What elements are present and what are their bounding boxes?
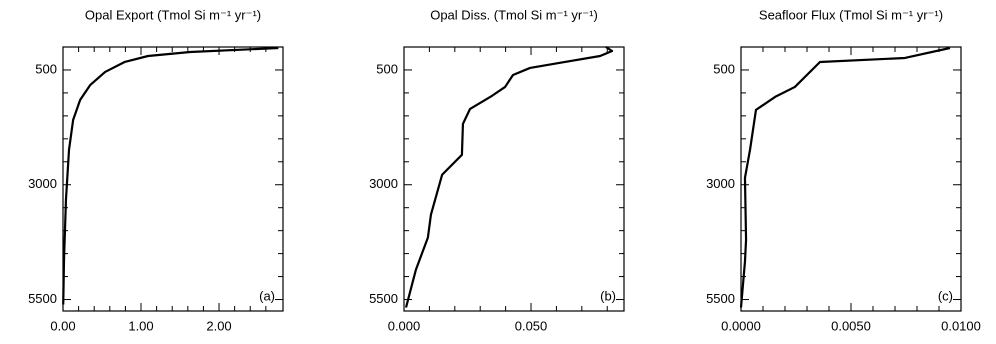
plot-frame	[403, 46, 625, 312]
x-tick-label: 2.00	[206, 318, 231, 333]
panel-title: Opal Diss. (Tmol Si m⁻¹ yr⁻¹)	[430, 7, 598, 22]
y-tick-label: 3000	[706, 176, 735, 191]
profile-line	[739, 46, 951, 308]
x-tick-label: 0.050	[515, 318, 548, 333]
profile-line	[404, 46, 614, 308]
x-tick-label: 0.000	[388, 318, 421, 333]
panel-label: (a)	[259, 288, 275, 303]
panel-title: Opal Export (Tmol Si m⁻¹ yr⁻¹)	[85, 7, 261, 22]
y-tick-label: 3000	[369, 176, 398, 191]
profile-line	[62, 46, 279, 305]
y-tick-label: 3000	[28, 176, 57, 191]
panel-label: (c)	[938, 288, 953, 303]
y-tick-label: 500	[713, 61, 735, 76]
y-tick-label: 5500	[28, 291, 57, 306]
plot-frame	[62, 46, 284, 312]
y-tick-label: 500	[376, 61, 398, 76]
x-tick-label: 0.0100	[941, 318, 981, 333]
plot-frame	[740, 46, 962, 312]
panel-label: (b)	[600, 288, 616, 303]
y-tick-label: 500	[35, 61, 57, 76]
y-tick-label: 5500	[706, 291, 735, 306]
x-tick-label: 0.0000	[721, 318, 761, 333]
y-tick-label: 5500	[369, 291, 398, 306]
x-tick-label: 1.00	[128, 318, 153, 333]
x-tick-label: 0.0050	[831, 318, 871, 333]
panel-title: Seafloor Flux (Tmol Si m⁻¹ yr⁻¹)	[759, 7, 943, 22]
x-tick-label: 0.00	[50, 318, 75, 333]
